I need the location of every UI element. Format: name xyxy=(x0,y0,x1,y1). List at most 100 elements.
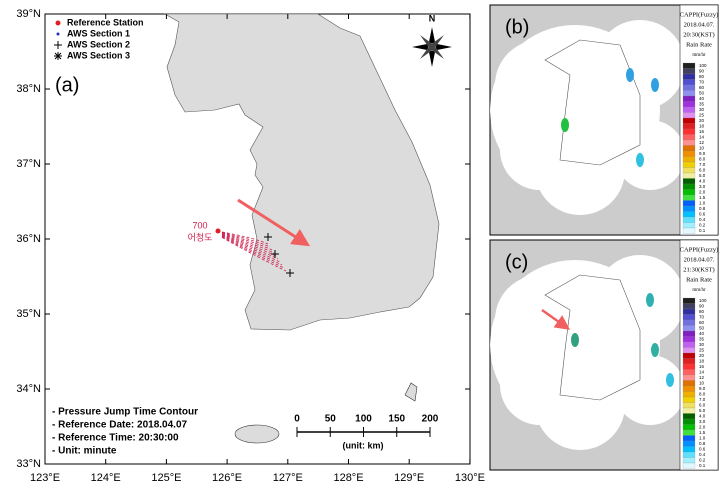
colorbar-label: 60 xyxy=(699,320,705,325)
colorbar-label: 0.2 xyxy=(699,222,706,227)
colorbar-label: 10 xyxy=(699,380,705,385)
colorbar-cell xyxy=(682,178,696,185)
colorbar-cell xyxy=(682,211,696,218)
scale-label: 200 xyxy=(422,414,439,425)
legend-symbol xyxy=(56,32,60,36)
radar-coverage xyxy=(500,110,580,190)
colorbar-label: 80 xyxy=(699,309,705,314)
legend-header: CAPPI(Fuzzy) xyxy=(680,11,719,18)
colorbar-cell xyxy=(682,145,696,152)
colorbar-label: 35 xyxy=(699,336,705,341)
colorbar-cell xyxy=(682,385,696,392)
colorbar-cell xyxy=(682,101,696,108)
legend-label: Reference Station xyxy=(67,17,144,27)
colorbar-cell xyxy=(682,205,696,212)
lon-label: 127°E xyxy=(273,472,303,484)
rain-echo xyxy=(626,68,634,82)
colorbar-cell xyxy=(682,347,696,354)
colorbar-label: 9.0 xyxy=(699,386,706,391)
colorbar-cell xyxy=(682,150,696,157)
colorbar-cell xyxy=(682,62,696,69)
lat-label: 35°N xyxy=(16,308,41,320)
colorbar-cell xyxy=(682,123,696,130)
aws-marker xyxy=(271,250,279,258)
colorbar-label: 14 xyxy=(699,134,705,139)
colorbar-label: 6.0 xyxy=(699,402,706,407)
colorbar-cell xyxy=(682,79,696,86)
scale-label: 150 xyxy=(388,414,405,425)
aws-marker xyxy=(286,269,294,277)
radar-panel xyxy=(490,255,685,450)
colorbar-label: 8.0 xyxy=(699,391,706,396)
lat-label: 34°N xyxy=(16,383,41,395)
lon-label: 129°E xyxy=(394,472,424,484)
legend-label: AWS Section 2 xyxy=(67,39,130,49)
lon-label: 124°E xyxy=(91,472,121,484)
lon-label: 123°E xyxy=(30,472,60,484)
colorbar-label: 18 xyxy=(699,358,705,363)
island xyxy=(404,382,418,402)
colorbar-cell xyxy=(682,396,696,403)
colorbar-cell xyxy=(682,380,696,387)
colorbar-cell xyxy=(682,161,696,168)
rain-echo xyxy=(651,343,659,357)
colorbar-cell xyxy=(682,363,696,370)
colorbar-cell xyxy=(682,297,696,304)
colorbar-label: 18 xyxy=(699,123,705,128)
colorbar-cell xyxy=(682,341,696,348)
colorbar-cell xyxy=(682,68,696,75)
lon-label: 128°E xyxy=(333,472,363,484)
jeju-island xyxy=(234,424,280,444)
compass-label: N xyxy=(429,13,436,23)
motion-arrow xyxy=(541,308,571,330)
legend-symbol xyxy=(54,52,62,60)
colorbar-label: 70 xyxy=(699,79,705,84)
legend-header: 2018.04.07. xyxy=(684,21,715,28)
rain-echo xyxy=(636,153,644,167)
colorbar-cell xyxy=(682,183,696,190)
aws-line xyxy=(221,233,275,254)
legend-header: Rain Rate xyxy=(686,276,712,283)
colorbar-cell xyxy=(682,194,696,201)
lon-label: 125°E xyxy=(151,472,181,484)
colorbar-label: 0.8 xyxy=(699,441,706,446)
colorbar-label: 50 xyxy=(699,325,705,330)
colorbar-label: 20 xyxy=(699,118,705,123)
note: - Reference Date: 2018.04.07 xyxy=(52,420,188,431)
scale-label: 100 xyxy=(355,414,372,425)
colorbar-label: 4.0 xyxy=(699,413,706,418)
rain-echo xyxy=(571,333,579,347)
motion-arrow xyxy=(237,198,311,247)
colorbar-label: 30 xyxy=(699,342,705,347)
colorbar-cell xyxy=(682,413,696,420)
radar-coverage xyxy=(495,40,585,130)
colorbar-cell xyxy=(682,429,696,436)
colorbar-cell xyxy=(682,106,696,113)
colorbar-cell xyxy=(682,457,696,464)
aws-line xyxy=(221,234,277,257)
colorbar-label: 12 xyxy=(699,375,705,380)
colorbar-label: 16 xyxy=(699,364,705,369)
colorbar-cell xyxy=(682,336,696,343)
colorbar-cell xyxy=(682,73,696,80)
colorbar-cell xyxy=(682,451,696,458)
aws-line xyxy=(221,237,287,272)
colorbar-label: 16 xyxy=(699,129,705,134)
legend-header: 20:30(KST) xyxy=(683,31,714,38)
colorbar-cell xyxy=(682,139,696,146)
colorbar-label: 5.0 xyxy=(699,173,706,178)
aws-line xyxy=(221,235,283,266)
colorbar-label: 40 xyxy=(699,331,705,336)
colorbar-label: 100 xyxy=(699,298,707,303)
colorbar-cell xyxy=(682,156,696,163)
colorbar-cell xyxy=(682,303,696,310)
colorbar-label: 1.5 xyxy=(699,195,706,200)
colorbar-label: 80 xyxy=(699,74,705,79)
radar-coverage xyxy=(595,255,685,345)
colorbar-label: 90 xyxy=(699,68,705,73)
colorbar-cell xyxy=(682,90,696,97)
colorbar-label: 0.1 xyxy=(699,463,706,468)
panel-label: (a) xyxy=(55,74,79,96)
colorbar-label: 0.2 xyxy=(699,457,706,462)
colorbar-label: 9.0 xyxy=(699,151,706,156)
